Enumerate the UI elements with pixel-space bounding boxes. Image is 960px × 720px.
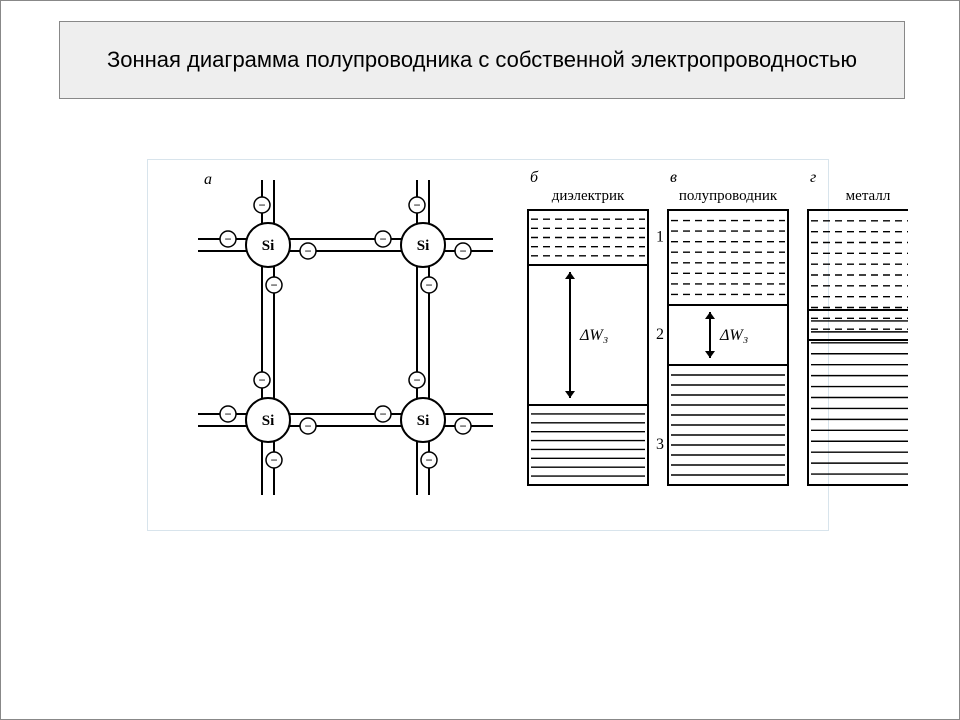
svg-text:−: − xyxy=(258,198,265,212)
svg-text:металл: металл xyxy=(846,188,891,204)
svg-text:1: 1 xyxy=(656,229,664,246)
svg-text:ΔW₃: ΔW₃ xyxy=(579,327,608,344)
svg-text:−: − xyxy=(270,278,277,292)
svg-text:−: − xyxy=(413,373,420,387)
figure-frame: Si Si Si Si − − − − − − − − − − − − − − − − а б диэлектрик ΔW₃ 1… xyxy=(147,159,829,531)
svg-text:диэлектрик: диэлектрик xyxy=(552,188,625,204)
svg-text:−: − xyxy=(304,419,311,433)
svg-text:−: − xyxy=(425,278,432,292)
svg-text:в: в xyxy=(670,169,677,186)
svg-text:3: 3 xyxy=(656,436,664,453)
svg-text:Si: Si xyxy=(417,238,430,254)
svg-text:Si: Si xyxy=(262,238,275,254)
svg-text:Si: Si xyxy=(262,413,275,429)
svg-text:Si: Si xyxy=(417,413,430,429)
svg-text:−: − xyxy=(459,419,466,433)
svg-text:−: − xyxy=(258,373,265,387)
svg-text:−: − xyxy=(459,244,466,258)
svg-text:−: − xyxy=(270,453,277,467)
svg-text:г: г xyxy=(810,169,816,186)
svg-text:−: − xyxy=(304,244,311,258)
svg-text:−: − xyxy=(379,232,386,246)
svg-text:−: − xyxy=(425,453,432,467)
svg-text:ΔW₃: ΔW₃ xyxy=(719,327,748,344)
svg-text:2: 2 xyxy=(656,326,664,343)
svg-text:−: − xyxy=(224,407,231,421)
svg-text:б: б xyxy=(530,169,539,186)
svg-text:полупроводник: полупроводник xyxy=(679,188,778,204)
diagram-svg: Si Si Si Si − − − − − − − − − − − − − − − − а б диэлектрик ΔW₃ 1… xyxy=(148,160,908,510)
svg-text:−: − xyxy=(224,232,231,246)
title-box: Зонная диаграмма полупроводника с собств… xyxy=(59,21,905,99)
svg-text:−: − xyxy=(379,407,386,421)
slide-title: Зонная диаграмма полупроводника с собств… xyxy=(107,46,857,75)
svg-text:−: − xyxy=(413,198,420,212)
slide-frame: Зонная диаграмма полупроводника с собств… xyxy=(0,0,960,720)
svg-text:а: а xyxy=(204,171,212,188)
